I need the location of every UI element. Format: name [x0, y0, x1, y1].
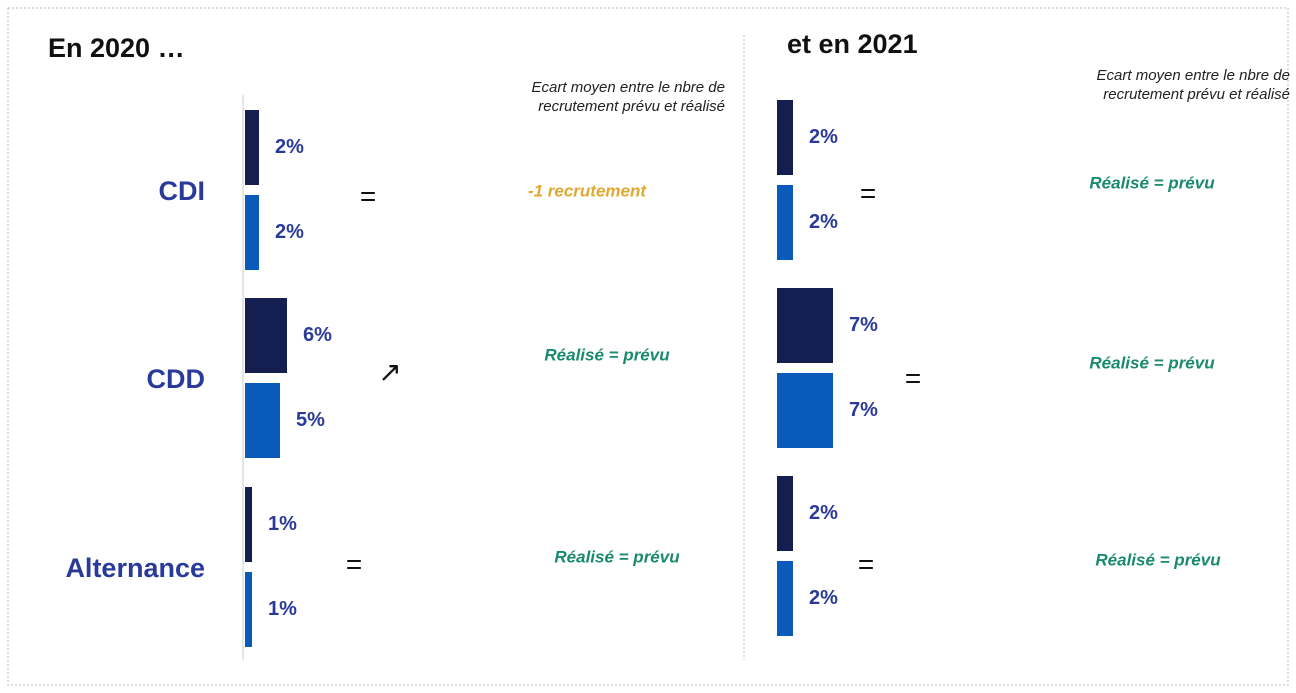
- note: Réalisé = prévu: [544, 345, 670, 364]
- bar: [777, 185, 793, 260]
- value-label: 1%: [268, 598, 297, 620]
- comparison: =: [905, 362, 921, 393]
- bar: [777, 561, 793, 636]
- category-label: Alternance: [65, 553, 205, 583]
- bar: [245, 195, 259, 270]
- comparison: =: [360, 180, 376, 211]
- note-header: Ecart moyen entre le nbre de: [1097, 67, 1290, 84]
- value-label: 2%: [275, 221, 304, 243]
- bar: [777, 288, 833, 363]
- bar: [777, 373, 833, 448]
- panel-title: et en 2021: [787, 29, 918, 59]
- note-header: recrutement prévu et réalisé: [538, 98, 725, 115]
- note: Réalisé = prévu: [1095, 550, 1221, 569]
- note-header: Ecart moyen entre le nbre de: [532, 79, 725, 96]
- bar: [245, 383, 280, 458]
- value-label: 2%: [809, 587, 838, 609]
- note: Réalisé = prévu: [554, 547, 680, 566]
- value-label: 2%: [809, 502, 838, 524]
- value-label: 7%: [849, 399, 878, 421]
- comparison: =: [860, 177, 876, 208]
- value-label: 1%: [268, 513, 297, 535]
- value-label: 2%: [809, 211, 838, 233]
- bar: [777, 100, 793, 175]
- note-header: recrutement prévu et réalisé: [1103, 86, 1290, 103]
- bar: [245, 110, 259, 185]
- value-label: 5%: [296, 409, 325, 431]
- note: -1 recrutement: [528, 181, 647, 200]
- category-label: CDI: [159, 176, 206, 206]
- value-label: 2%: [275, 136, 304, 158]
- comparison: =: [858, 548, 874, 579]
- value-label: 7%: [849, 314, 878, 336]
- comparison: =: [346, 548, 362, 579]
- bar: [245, 298, 287, 373]
- comparison: ↗: [378, 356, 401, 387]
- note: Réalisé = prévu: [1089, 353, 1215, 372]
- panel-title: En 2020 …: [48, 33, 185, 63]
- value-label: 2%: [809, 126, 838, 148]
- category-label: CDD: [147, 364, 206, 394]
- bar: [245, 572, 252, 647]
- frame: [7, 7, 1289, 686]
- bar: [245, 487, 252, 562]
- value-label: 6%: [303, 324, 332, 346]
- note: Réalisé = prévu: [1089, 173, 1215, 192]
- bar: [777, 476, 793, 551]
